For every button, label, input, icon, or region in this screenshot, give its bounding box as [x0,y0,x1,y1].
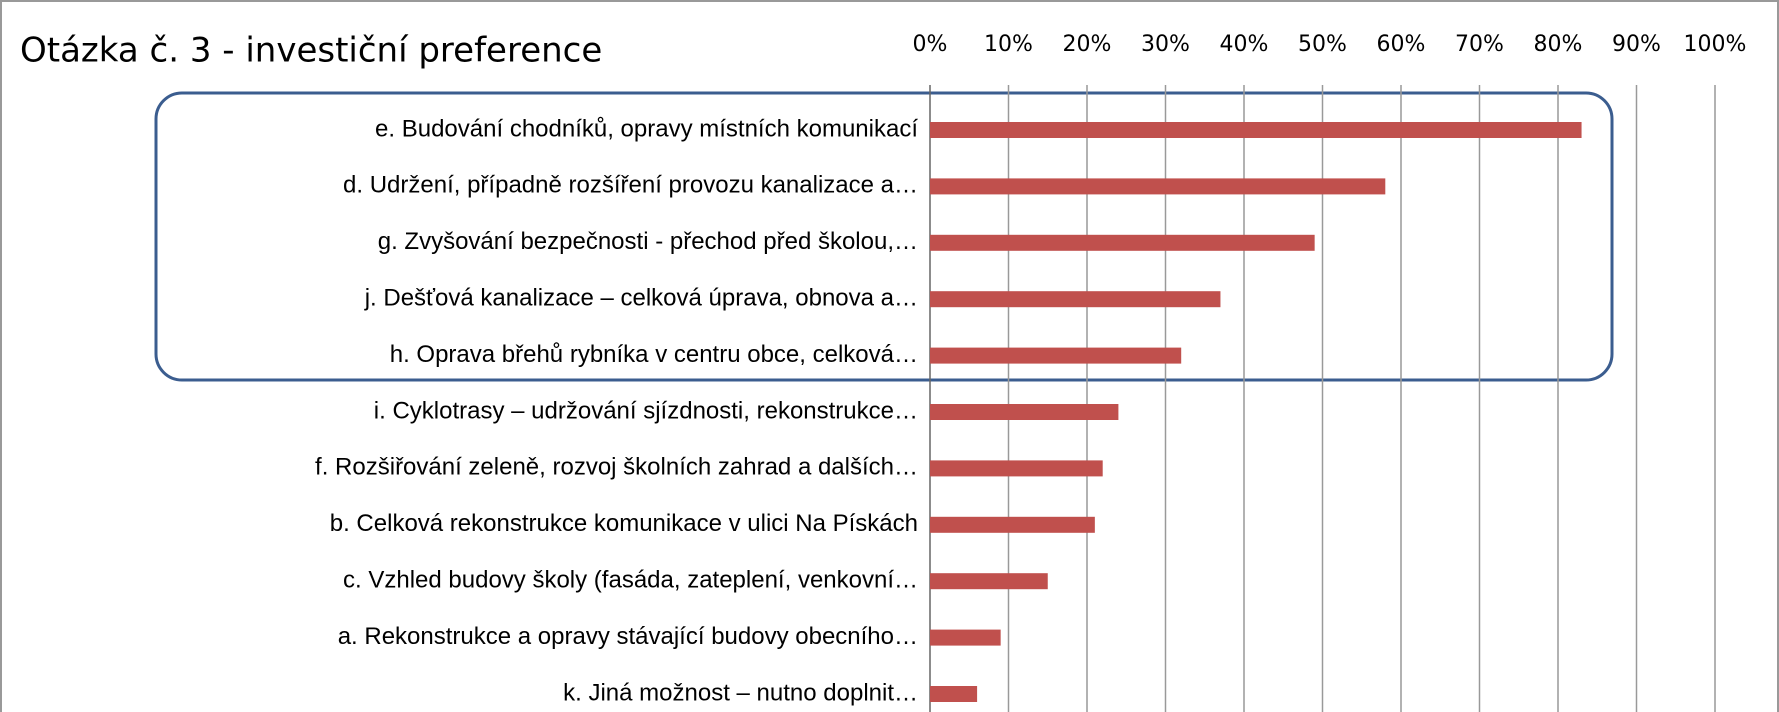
x-tick-label: 80% [1534,32,1583,57]
bar [930,460,1103,477]
x-tick-label: 100% [1684,32,1747,57]
highlight-box [154,91,1614,382]
x-tick-label: 0% [913,32,948,57]
bar [930,234,1315,251]
y-tick-label: b. Celková rekonstrukce komunikace v uli… [330,510,918,537]
bar [930,291,1221,308]
y-tick-label: i. Cyklotrasy – udržování sjízdnosti, re… [374,397,918,424]
y-tick-label: c. Vzhled budovy školy (fasáda, zateplen… [343,567,918,594]
y-tick-label: a. Rekonstrukce a opravy stávající budov… [338,623,918,650]
x-tick-label: 10% [984,32,1033,57]
bar [930,347,1182,364]
x-tick-label: 50% [1298,32,1347,57]
y-tick-label: e. Budování chodníků, opravy místních ko… [375,115,918,142]
x-tick-label: 70% [1455,32,1504,57]
y-tick-label: h. Oprava břehů rybníka v centru obce, c… [390,341,918,368]
y-tick-label: j. Dešťová kanalizace – celková úprava, … [364,285,918,312]
bar [930,516,1095,533]
bar [930,178,1386,195]
x-tick-label: 20% [1063,32,1112,57]
x-tick-label: 60% [1377,32,1426,57]
bar [930,404,1119,420]
bar [930,122,1582,138]
bar [930,573,1048,590]
y-tick-label: d. Udržení, případně rozšíření provozu k… [343,172,918,199]
y-tick-label: k. Jiná možnost – nutno doplnit… [563,679,918,706]
y-tick-label: g. Zvyšování bezpečnosti - přechod před … [378,228,918,255]
bar [930,629,1001,646]
x-tick-label: 40% [1220,32,1269,57]
bar [930,686,978,702]
x-tick-label: 90% [1612,32,1661,57]
y-tick-label: f. Rozšiřování zeleně, rozvoj školních z… [315,454,918,481]
chart-title: Otázka č. 3 - investiční preference [20,31,602,71]
x-tick-label: 30% [1141,32,1190,57]
